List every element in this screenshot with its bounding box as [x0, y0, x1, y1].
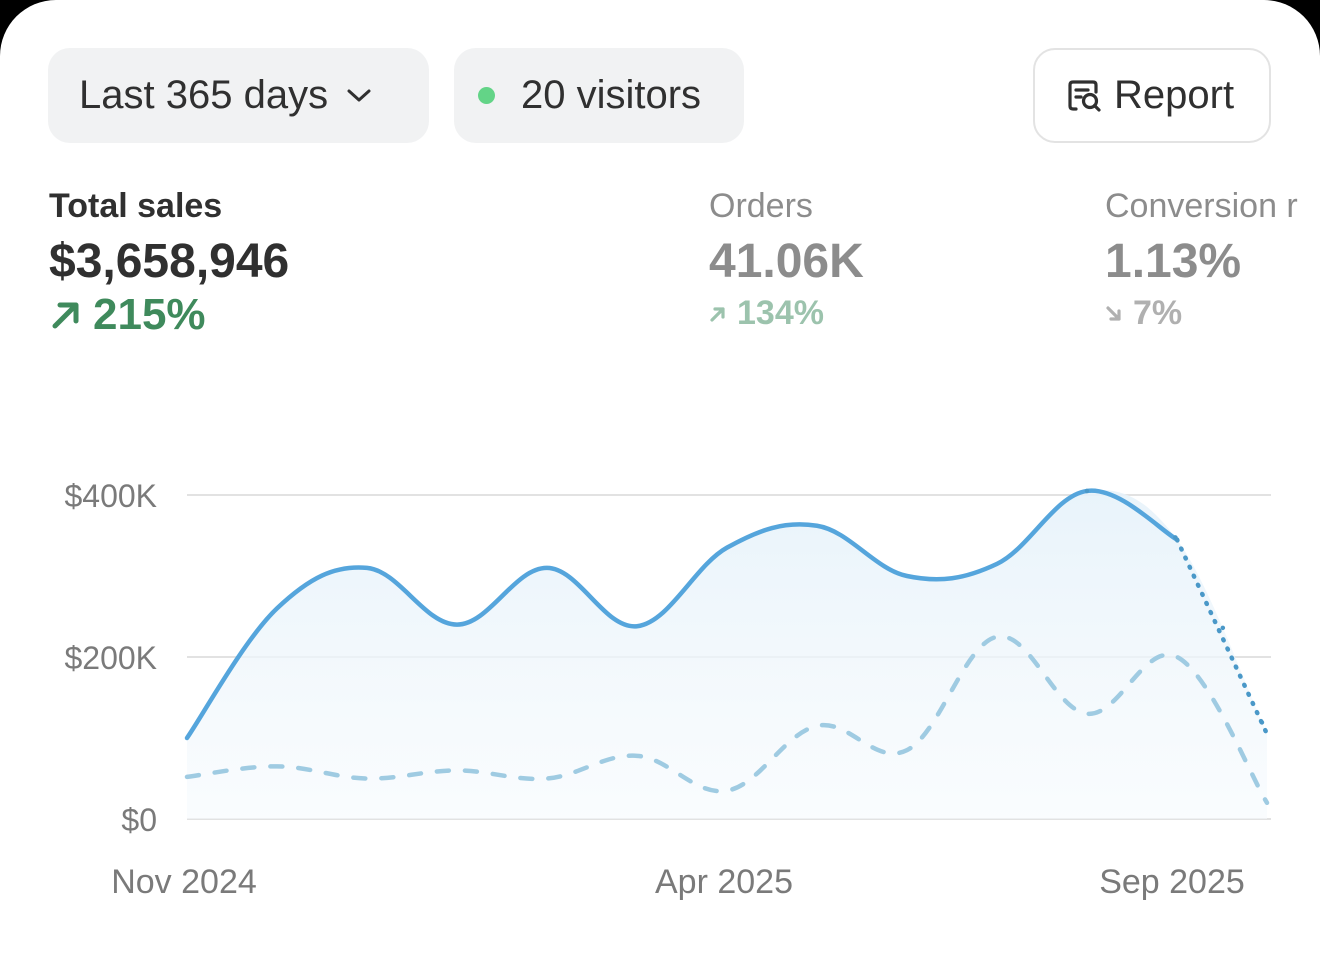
report-button[interactable]: Report	[1033, 48, 1271, 143]
live-dot-icon	[478, 87, 495, 104]
date-range-label: Last 365 days	[79, 73, 329, 117]
current-period-line	[184, 488, 1180, 741]
x-tick-label: Nov 2024	[111, 863, 257, 901]
date-range-dropdown[interactable]: Last 365 days	[48, 48, 429, 143]
metric-delta-value: 7%	[1133, 294, 1183, 332]
report-search-icon	[1066, 78, 1102, 114]
metric-delta-value: 215%	[93, 290, 206, 339]
live-visitors-badge[interactable]: 20 visitors	[454, 48, 744, 143]
metric-label: Total sales	[49, 187, 223, 225]
metric-label: Conversion r	[1105, 187, 1298, 225]
metric-value: 1.13%	[1105, 235, 1242, 288]
y-tick-label: $400K	[64, 478, 157, 514]
metric-delta: 134%	[709, 294, 864, 333]
arrow-up-right-icon	[709, 305, 727, 323]
x-tick-label: Sep 2025	[1099, 863, 1245, 901]
metric-value: $3,658,946	[49, 235, 290, 288]
metric-delta: 7%	[1105, 294, 1298, 333]
sales-area-fill	[187, 489, 1267, 819]
y-tick-label: $0	[121, 802, 157, 838]
report-label: Report	[1114, 73, 1235, 117]
chevron-down-icon	[346, 87, 372, 105]
metric-orders[interactable]: Orders 41.06K 134%	[709, 186, 864, 333]
incomplete-period-line	[1174, 537, 1270, 737]
arrow-down-right-icon	[1105, 305, 1123, 323]
arrow-up-right-icon	[49, 298, 83, 332]
metric-delta-value: 134%	[737, 294, 824, 332]
metric-conversion-rate[interactable]: Conversion r 1.13% 7%	[1105, 186, 1298, 333]
visitors-label: 20 visitors	[521, 73, 702, 117]
x-tick-label: Apr 2025	[655, 863, 793, 901]
previous-period-line	[184, 634, 1270, 806]
metric-total-sales[interactable]: Total sales $3,658,946 215%	[49, 186, 289, 340]
y-tick-label: $200K	[64, 640, 157, 676]
metric-value: 41.06K	[709, 235, 864, 288]
metric-label: Orders	[709, 187, 813, 225]
metric-delta: 215%	[49, 290, 289, 340]
